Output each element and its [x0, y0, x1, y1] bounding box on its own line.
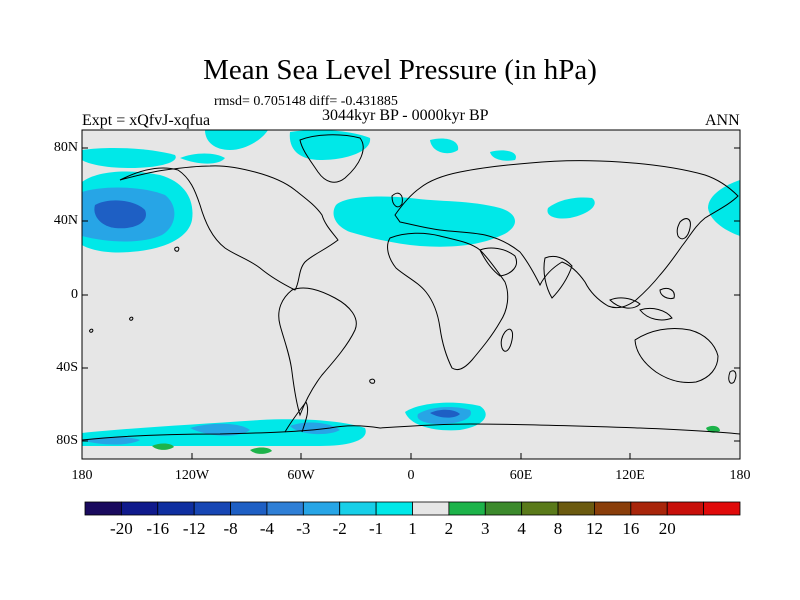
axis-ticks	[81, 147, 741, 459]
lon-label: 120E	[615, 468, 645, 483]
colorbar-label: -8	[223, 519, 238, 538]
colorbar-swatch	[302, 501, 341, 516]
colorbar	[84, 501, 741, 516]
colorbar-label: 4	[517, 519, 526, 538]
arctic-anomaly	[82, 147, 176, 168]
lat-label: 0	[71, 287, 78, 302]
north-america-coast	[119, 165, 339, 291]
colorbar-swatch	[84, 501, 122, 516]
positive-anomaly	[250, 447, 272, 454]
lon-label: 60E	[509, 468, 533, 483]
lon-label: 180	[71, 468, 93, 483]
plot-title: Mean Sea Level Pressure (in hPa)	[203, 54, 597, 86]
lon-label: 180	[729, 468, 751, 483]
colorbar-swatch	[266, 501, 304, 516]
colorbar-swatch	[521, 501, 559, 516]
experiment-label: Expt = xQfvJ-xqfua	[82, 112, 211, 129]
colorbar-label: 12	[585, 519, 603, 538]
colorbar-label: -16	[146, 519, 170, 538]
rmsd-diff-stats: rmsd= 0.705148 diff= -0.431885	[214, 94, 398, 109]
colorbar-swatch	[120, 501, 159, 516]
colorbar-swatch	[594, 501, 632, 516]
lat-label: 80N	[53, 140, 78, 155]
colorbar-swatch	[339, 501, 377, 516]
colorbar-label: 1	[408, 519, 417, 538]
lon-label: 0	[407, 468, 415, 483]
colorbar-label: 8	[553, 519, 563, 538]
antarctica-coast	[82, 423, 740, 441]
colorbar-label: -3	[296, 519, 311, 538]
colorbar-label: -20	[110, 519, 133, 538]
colorbar-label: -12	[182, 519, 206, 538]
lat-label: 80S	[56, 433, 78, 448]
colorbar-swatch	[230, 501, 268, 516]
colorbar-label: -1	[369, 519, 384, 538]
colorbar-label: 20	[658, 519, 676, 538]
greenland-coast	[299, 134, 364, 183]
time-period: 3044kyr BP - 0000kyr BP	[322, 107, 489, 124]
colorbar-swatch	[557, 501, 595, 516]
coastlines	[82, 134, 740, 441]
colorbar-swatch	[630, 501, 668, 516]
colorbar-swatch	[448, 501, 486, 516]
colorbar-label: -2	[332, 519, 347, 538]
colorbar-label: 16	[622, 519, 640, 538]
colorbar-label: -4	[259, 519, 275, 538]
north-atlantic-anomaly	[333, 196, 515, 247]
colorbar-swatch	[157, 501, 195, 516]
colorbar-label: 2	[444, 519, 454, 538]
lat-label: 40S	[56, 360, 78, 375]
lon-label: 60W	[287, 468, 315, 483]
south-america-coast	[278, 287, 357, 417]
season-label: ANN	[705, 112, 740, 129]
colorbar-swatch	[666, 501, 705, 516]
colorbar-swatch	[412, 501, 450, 516]
eurasia-coast	[394, 160, 739, 309]
lon-label: 120W	[174, 468, 210, 483]
colorbar-swatch	[375, 501, 413, 516]
colorbar-swatch	[484, 501, 523, 516]
australia-coast	[634, 327, 719, 383]
lat-label: 40N	[53, 213, 78, 228]
africa-coast	[387, 232, 509, 371]
colorbar-swatch	[703, 501, 741, 516]
colorbar-label: 3	[481, 519, 490, 538]
east-pacific-anomaly	[708, 180, 740, 236]
colorbar-swatch	[193, 501, 231, 516]
